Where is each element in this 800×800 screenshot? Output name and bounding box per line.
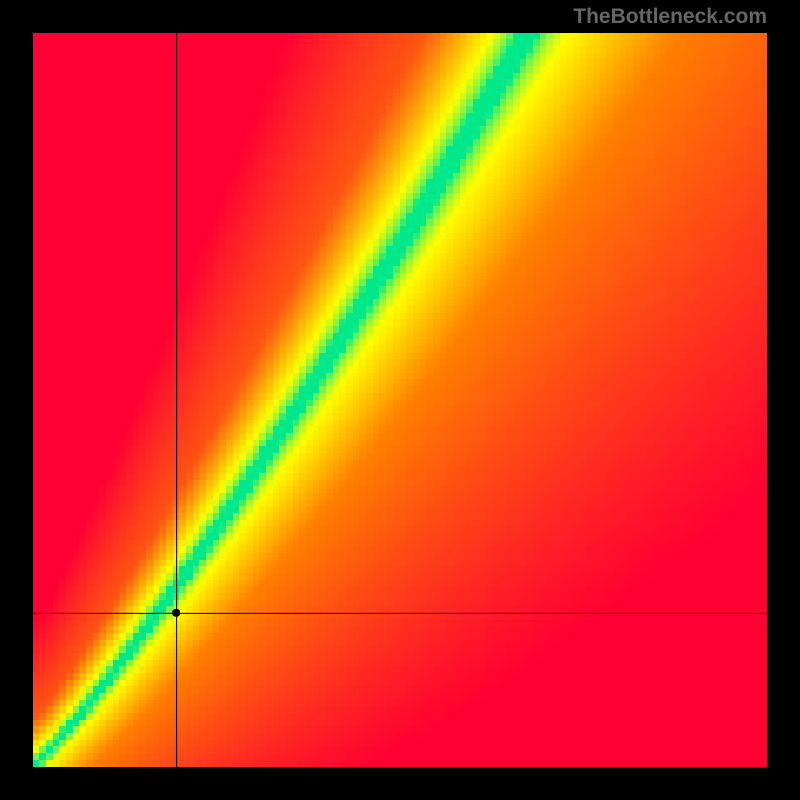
chart-container: TheBottleneck.com bbox=[0, 0, 800, 800]
attribution-label: TheBottleneck.com bbox=[573, 5, 767, 29]
plot-area bbox=[33, 33, 767, 767]
heatmap-canvas bbox=[33, 33, 767, 767]
